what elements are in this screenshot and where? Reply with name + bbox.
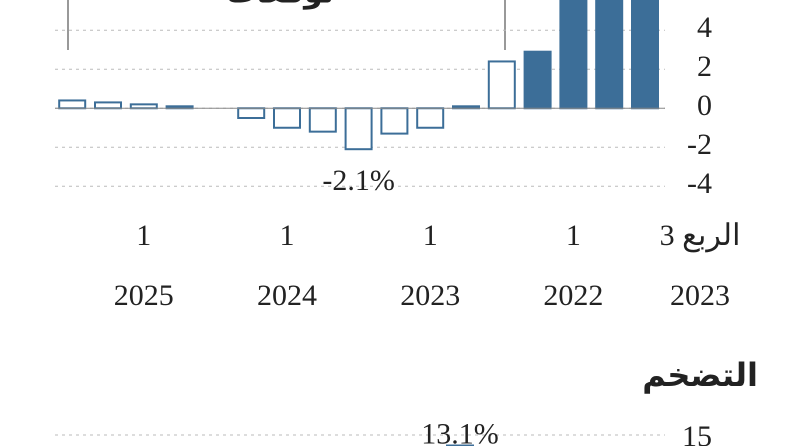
- year-label: 2023: [670, 279, 730, 312]
- y-tick-label: 2: [697, 50, 712, 83]
- value-label: 13.1%: [421, 417, 499, 446]
- y-tick-label: -4: [687, 167, 712, 200]
- chart-title: التضخم: [642, 356, 758, 394]
- y-tick-label: 0: [697, 89, 712, 122]
- value-label: -2.1%: [322, 164, 394, 197]
- y-tick-label: 4: [697, 11, 712, 44]
- bar: [595, 0, 624, 110]
- x-tick-label: 1: [136, 219, 151, 252]
- bar: [416, 107, 445, 129]
- bar: [308, 107, 337, 133]
- forecast-annotation: توقعات: [226, 0, 334, 11]
- x-tick-label: 1: [280, 219, 295, 252]
- bar: [58, 99, 87, 110]
- bar: [273, 107, 301, 129]
- year-label: 2025: [114, 279, 174, 312]
- x-tick-label: الربع 3: [660, 219, 741, 253]
- year-label: 2024: [257, 279, 317, 312]
- bar: [94, 101, 122, 110]
- year-label: 2022: [543, 279, 603, 312]
- bar: [129, 103, 158, 110]
- x-tick-label: 1: [423, 219, 438, 252]
- y-tick-label: -2: [687, 128, 712, 161]
- bar: [631, 0, 659, 110]
- x-tick-label: 1: [566, 219, 581, 252]
- year-label: 2023: [400, 279, 460, 312]
- bar: [487, 60, 516, 110]
- y-tick-label: 6: [697, 0, 712, 5]
- bar: [523, 50, 552, 110]
- bar: [446, 444, 474, 446]
- bar: [237, 107, 266, 119]
- bar: [344, 107, 373, 151]
- y-tick-label: 15: [682, 420, 712, 446]
- bar: [380, 107, 409, 135]
- bar: [559, 0, 588, 110]
